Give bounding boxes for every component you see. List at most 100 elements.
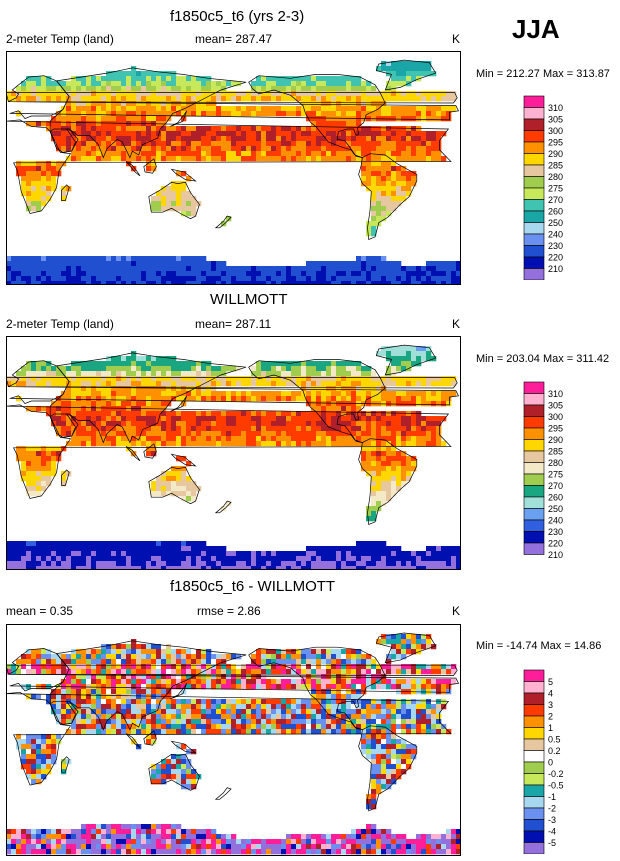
colorbar-swatch (523, 773, 545, 786)
coastline-samerica (358, 153, 418, 240)
coastline-samerica (358, 725, 418, 812)
colorbar-tick-label: 220 (548, 253, 563, 263)
coastlines (6, 59, 460, 240)
panel-2-minmax: Min = 203.04 Max = 311.42 (476, 353, 610, 365)
colorbar-swatch (523, 784, 545, 797)
colorbar-swatch (523, 450, 545, 463)
map-frame (6, 51, 461, 285)
coastline-africa (6, 404, 452, 499)
panel-1-title: f1850c5_t6 (yrs 2-3) (170, 8, 305, 25)
colorbar-tick-label: -0.2 (548, 769, 564, 779)
coastline-indonesia1 (125, 446, 141, 462)
coastline-newguinea (170, 453, 197, 467)
colorbar-swatch (523, 681, 545, 694)
coastline-indonesia1 (125, 161, 141, 177)
colorbar-swatch (523, 416, 545, 429)
coastline-nz (214, 500, 232, 514)
map-frame (6, 336, 461, 570)
colorbar-tick-label: 230 (548, 527, 563, 537)
coastline-europe (8, 648, 460, 693)
colorbar-tick-label: 285 (548, 447, 563, 457)
colorbar-swatch (523, 268, 545, 280)
colorbar-tick-label: 230 (548, 241, 563, 251)
colorbar-tick-label: 300 (548, 126, 563, 136)
panel-1-mean-label: mean= 287.47 (195, 32, 273, 46)
colorbar-tick-label: 260 (548, 493, 563, 503)
colorbar-tick-label: -2 (548, 804, 556, 814)
colorbar-swatch (523, 473, 545, 486)
panel-2-unit: K (452, 317, 461, 331)
colorbar-swatch (523, 107, 545, 120)
coastline-indonesia1 (125, 733, 141, 748)
colorbar-swatch (523, 738, 545, 751)
colorbar-tick-label: 270 (548, 195, 563, 205)
panel-3-minmax: Min = -14.74 Max = 14.86 (476, 640, 602, 652)
colorbar-tick-label: 310 (548, 103, 563, 113)
coastline-nz (214, 215, 232, 229)
colorbar-tick-label: 305 (548, 115, 563, 125)
colorbar-tick-label: 250 (548, 504, 563, 514)
colorbar-swatch (523, 462, 545, 475)
panel-2-mean-label: mean= 287.11 (195, 317, 272, 331)
colorbar-swatch (523, 704, 545, 717)
colorbar-tick-label: -1 (548, 792, 556, 802)
colorbar-swatch (523, 404, 545, 417)
colorbar-tick-label: 240 (548, 516, 563, 526)
colorbar-tick-label: 1 (548, 723, 553, 733)
colorbar-tick-label: 290 (548, 435, 563, 445)
colorbar-tick-label: 0.5 (548, 735, 561, 745)
colorbar-tick-label: 275 (548, 470, 563, 480)
colorbar-tick-label: 210 (548, 550, 563, 560)
colorbar-swatch (523, 715, 545, 728)
colorbar-tick-label: 3 (548, 700, 553, 710)
coastline-europe (8, 360, 460, 406)
panel-3-mean-label: mean = 0.35 (6, 604, 74, 618)
coastline-australia (148, 181, 200, 220)
coastline-japan (170, 395, 188, 412)
panel-1-minmax: Min = 212.27 Max = 313.87 (476, 68, 610, 80)
colorbar-swatch (523, 542, 545, 555)
map-panel-3 (6, 624, 461, 856)
colorbar-tick-label: 275 (548, 184, 563, 194)
colorbar-swatch (523, 245, 545, 258)
coastlines (6, 632, 460, 812)
colorbar-tick-label: 290 (548, 149, 563, 159)
colorbar-tick-label: -0.5 (548, 781, 564, 791)
coastline-nz (214, 787, 232, 800)
panel-3-rmse-label: rmse = 2.86 (197, 604, 261, 618)
colorbar-swatch (523, 222, 545, 235)
colorbar-swatch (523, 496, 545, 509)
coastlines (6, 344, 460, 525)
colorbar-swatch (523, 750, 545, 763)
colorbar-swatch (523, 519, 545, 532)
coastline-arabia_link (49, 413, 79, 438)
coastline-arabia_link (49, 128, 79, 153)
coastline-namerica (248, 359, 386, 443)
colorbar-tick-label: 0.2 (548, 746, 561, 756)
map-panel-2 (6, 336, 461, 570)
coastline-namerica (248, 74, 386, 158)
coastline-uk (6, 92, 458, 104)
colorbar-swatch (523, 727, 545, 740)
coastline-japan (170, 683, 188, 700)
map-frame (6, 624, 461, 856)
coastline-australia (148, 466, 200, 505)
coastline-newguinea (170, 168, 197, 182)
colorbar-tick-label: 285 (548, 161, 563, 171)
coastline-uk (6, 664, 458, 676)
colorbar-swatch (523, 427, 545, 440)
colorbar-swatch (523, 256, 545, 269)
colorbar-tick-label: 5 (548, 677, 553, 687)
colorbar-tick-label: 310 (548, 389, 563, 399)
coastline-africa (6, 691, 452, 786)
coastline-indonesia2 (143, 730, 157, 746)
colorbar-tick-label: 270 (548, 481, 563, 491)
colorbar-swatch (523, 130, 545, 143)
colorbar-swatch (523, 819, 545, 832)
colorbar-swatch (523, 153, 545, 166)
coastline-australia (148, 753, 200, 791)
coastline-greenland (375, 59, 437, 91)
colorbar-swatch (523, 485, 545, 498)
colorbar-tick-label: 305 (548, 401, 563, 411)
